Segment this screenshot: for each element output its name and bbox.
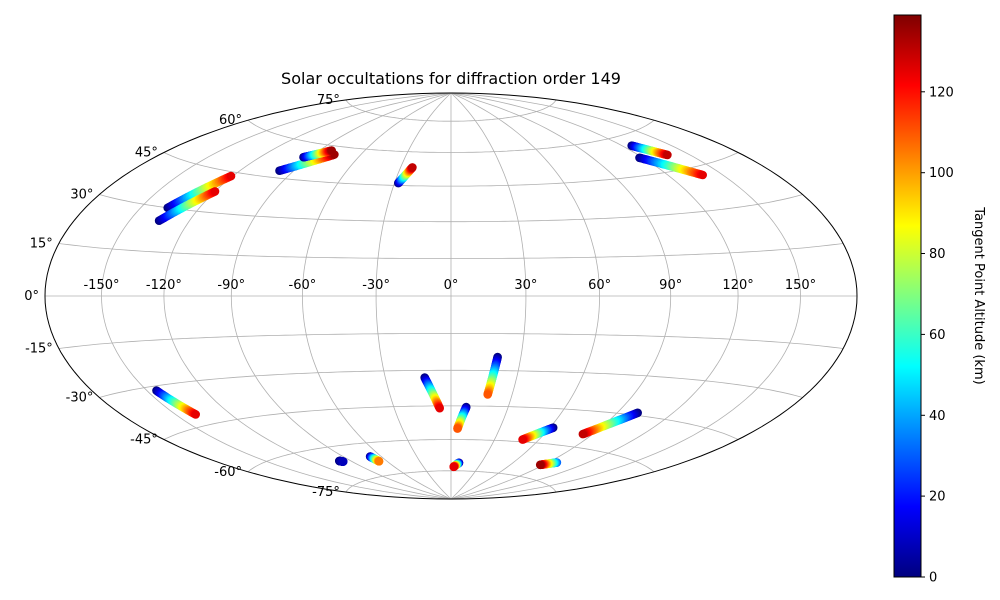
colorbar-tick-label: 40 [929, 409, 946, 424]
occultation-track [535, 458, 562, 470]
track-point [535, 460, 545, 470]
colorbar-gradient [893, 14, 922, 578]
longitude-tick-label: -30° [362, 278, 390, 293]
occultation-track [163, 171, 236, 213]
track-point [663, 150, 672, 160]
latitude-tick-label: -30° [66, 391, 94, 406]
latitude-tick-label: 30° [70, 188, 93, 203]
map-axes: 75° 60° 45° 30° 15° 0° -15° -30° -45° -60° -75° -1… [24, 92, 858, 500]
parallel-line [99, 369, 803, 398]
colorbar-tick-label: 60 [929, 328, 946, 343]
longitude-tick-label: 150° [785, 278, 816, 293]
colorbar-tick-label: 120 [929, 85, 954, 100]
chart-title: Solar occultations for diffraction order… [281, 69, 621, 88]
longitude-tick-label: -90° [217, 278, 245, 293]
longitude-tick-label: 0° [444, 278, 459, 293]
occultation-track [578, 408, 642, 439]
graticule [45, 92, 857, 500]
track-point [698, 170, 707, 180]
track-point [327, 146, 337, 155]
parallel-line [163, 152, 739, 187]
occultation-track [365, 452, 384, 466]
occultation-track [453, 402, 471, 433]
track-point [518, 435, 527, 444]
longitude-tick-label: 30° [514, 278, 537, 293]
parallel-line [345, 99, 557, 122]
longitude-tick-label: -150° [83, 278, 119, 293]
latitude-tick-label: -75° [312, 485, 340, 500]
track-point [338, 457, 348, 466]
track-point [483, 390, 493, 399]
occultation-track [518, 423, 558, 444]
parallel-line [247, 119, 655, 153]
longitude-tick-label: 120° [722, 278, 753, 293]
occultation-track [627, 141, 672, 160]
occultation-track [394, 163, 417, 188]
longitude-tick-label: 60° [588, 278, 611, 293]
occultation-track [154, 187, 220, 225]
occultation-track [483, 352, 502, 399]
longitude-tick-label: 90° [659, 278, 682, 293]
track-point [191, 410, 200, 419]
track-point [449, 462, 459, 472]
parallel-line [58, 243, 844, 259]
colorbar-tick-label: 80 [929, 247, 946, 262]
track-point [226, 171, 236, 181]
colorbar: 0 20 40 60 80 100 120 Tangent Point Altitude (… [893, 14, 986, 586]
track-point [578, 429, 588, 439]
longitude-tick-labels: -150° -120° -90° -60° -30° 0° 30° 60° 90° 120° 150… [83, 278, 816, 293]
map-boundary [44, 92, 858, 500]
latitude-tick-label: -60° [214, 465, 242, 480]
latitude-tick-label: 0° [24, 289, 39, 304]
longitude-tick-label: -60° [289, 278, 317, 293]
track-point [210, 187, 220, 196]
latitude-tick-label: 45° [135, 146, 158, 161]
colorbar-label: Tangent Point Altitude (km) [971, 206, 986, 384]
parallel-line [58, 333, 844, 349]
track-point [435, 403, 445, 413]
colorbar-tick-label: 0 [929, 571, 937, 586]
occultation-tracks [152, 141, 707, 472]
colorbar-tick-label: 20 [929, 490, 946, 505]
longitude-tick-label: -120° [146, 278, 182, 293]
parallel-line [345, 470, 557, 493]
occultation-track [635, 153, 707, 180]
colorbar-ticks: 0 20 40 60 80 100 120 [921, 85, 954, 586]
occultation-track [420, 373, 445, 413]
track-point [408, 163, 417, 172]
occultation-track [335, 456, 348, 466]
latitude-tick-label: -45° [130, 433, 158, 448]
latitude-tick-labels: 75° 60° 45° 30° 15° 0° -15° -30° -45° -60° -75° [24, 93, 340, 500]
latitude-tick-label: 60° [219, 113, 242, 128]
occultation-track [299, 146, 337, 162]
parallel-line [99, 194, 803, 223]
occultation-track [152, 386, 200, 419]
parallel-line [247, 439, 655, 473]
latitude-tick-label: 75° [317, 93, 340, 108]
latitude-tick-label: 15° [30, 237, 53, 252]
colorbar-tick-label: 100 [929, 166, 954, 181]
occultation-track [449, 458, 464, 472]
track-point [374, 457, 384, 466]
track-point [453, 424, 462, 433]
parallel-line [163, 405, 739, 440]
latitude-tick-label: -15° [25, 342, 53, 357]
